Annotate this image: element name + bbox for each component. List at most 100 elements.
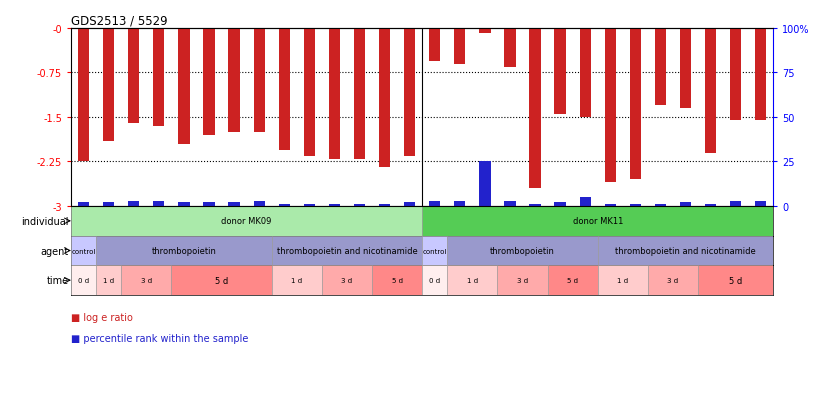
Text: ■ percentile rank within the sample: ■ percentile rank within the sample [71,333,248,343]
Bar [479,162,491,206]
Bar [272,236,422,266]
Bar [253,29,265,133]
Bar [680,29,691,109]
Bar [422,206,773,236]
Text: 3 d: 3 d [140,278,152,283]
Bar [554,203,566,206]
Text: control: control [71,248,96,254]
Bar [648,266,698,295]
Bar [71,206,422,236]
Bar [447,266,497,295]
Bar [655,29,666,106]
Bar [680,203,691,206]
Bar [329,205,340,206]
Text: thrombopoietin: thrombopoietin [490,247,555,255]
Bar [548,266,598,295]
Bar [128,201,140,206]
Bar [598,236,773,266]
Bar [529,29,541,189]
Bar [705,29,716,153]
Bar [354,29,365,159]
Bar [429,201,441,206]
Text: 5 d: 5 d [729,276,742,285]
Bar [379,29,390,168]
Text: 5 d: 5 d [215,276,228,285]
Text: 0 d: 0 d [429,278,441,283]
Bar [579,198,591,206]
Bar [354,205,365,206]
Bar [504,201,516,206]
Bar [372,266,422,295]
Bar [153,201,165,206]
Text: donor MK11: donor MK11 [573,217,623,226]
Text: thrombopoietin and nicotinamide: thrombopoietin and nicotinamide [615,247,756,255]
Text: time: time [47,275,69,285]
Text: 5 d: 5 d [391,278,403,283]
Bar [228,29,240,133]
Bar [504,29,516,67]
Bar [705,205,716,206]
Bar [529,205,541,206]
Text: control: control [422,248,447,254]
Bar [303,205,315,206]
Bar [630,29,641,180]
Bar [153,29,165,126]
Text: thrombopoietin and nicotinamide: thrombopoietin and nicotinamide [277,247,417,255]
Bar [404,203,415,206]
Bar [96,236,272,266]
Bar [730,201,742,206]
Bar [454,201,466,206]
Text: 0 d: 0 d [78,278,89,283]
Bar [103,203,115,206]
Bar [730,29,742,121]
Bar [454,29,466,64]
Bar [604,205,616,206]
Bar [171,266,272,295]
Bar [96,266,121,295]
Bar [71,266,96,295]
Bar [755,29,767,121]
Bar [329,29,340,159]
Bar [103,29,115,141]
Text: 5 d: 5 d [567,278,579,283]
Bar [71,236,96,266]
Bar [228,203,240,206]
Text: agent: agent [40,246,69,256]
Text: individual: individual [21,216,69,226]
Bar [598,266,648,295]
Bar [604,29,616,183]
Bar [379,205,390,206]
Text: 1 d: 1 d [291,278,303,283]
Bar [121,266,171,295]
Bar [497,266,548,295]
Bar [655,205,666,206]
Bar [422,236,447,266]
Text: ■ log e ratio: ■ log e ratio [71,312,133,322]
Bar [178,29,190,145]
Bar [128,29,140,123]
Text: 3 d: 3 d [517,278,528,283]
Bar [203,29,215,135]
Bar [404,29,415,156]
Bar [698,266,773,295]
Bar [479,29,491,33]
Text: GDS2513 / 5529: GDS2513 / 5529 [71,15,168,28]
Bar [447,236,598,266]
Text: 3 d: 3 d [667,278,679,283]
Bar [322,266,372,295]
Text: donor MK09: donor MK09 [222,217,272,226]
Text: 1 d: 1 d [466,278,478,283]
Text: 1 d: 1 d [617,278,629,283]
Text: 1 d: 1 d [103,278,115,283]
Bar [78,29,89,162]
Bar [272,266,322,295]
Text: thrombopoietin: thrombopoietin [151,247,217,255]
Bar [78,203,89,206]
Bar [755,201,767,206]
Bar [253,201,265,206]
Bar [630,205,641,206]
Bar [278,29,290,150]
Bar [203,203,215,206]
Bar [178,203,190,206]
Bar [554,29,566,115]
